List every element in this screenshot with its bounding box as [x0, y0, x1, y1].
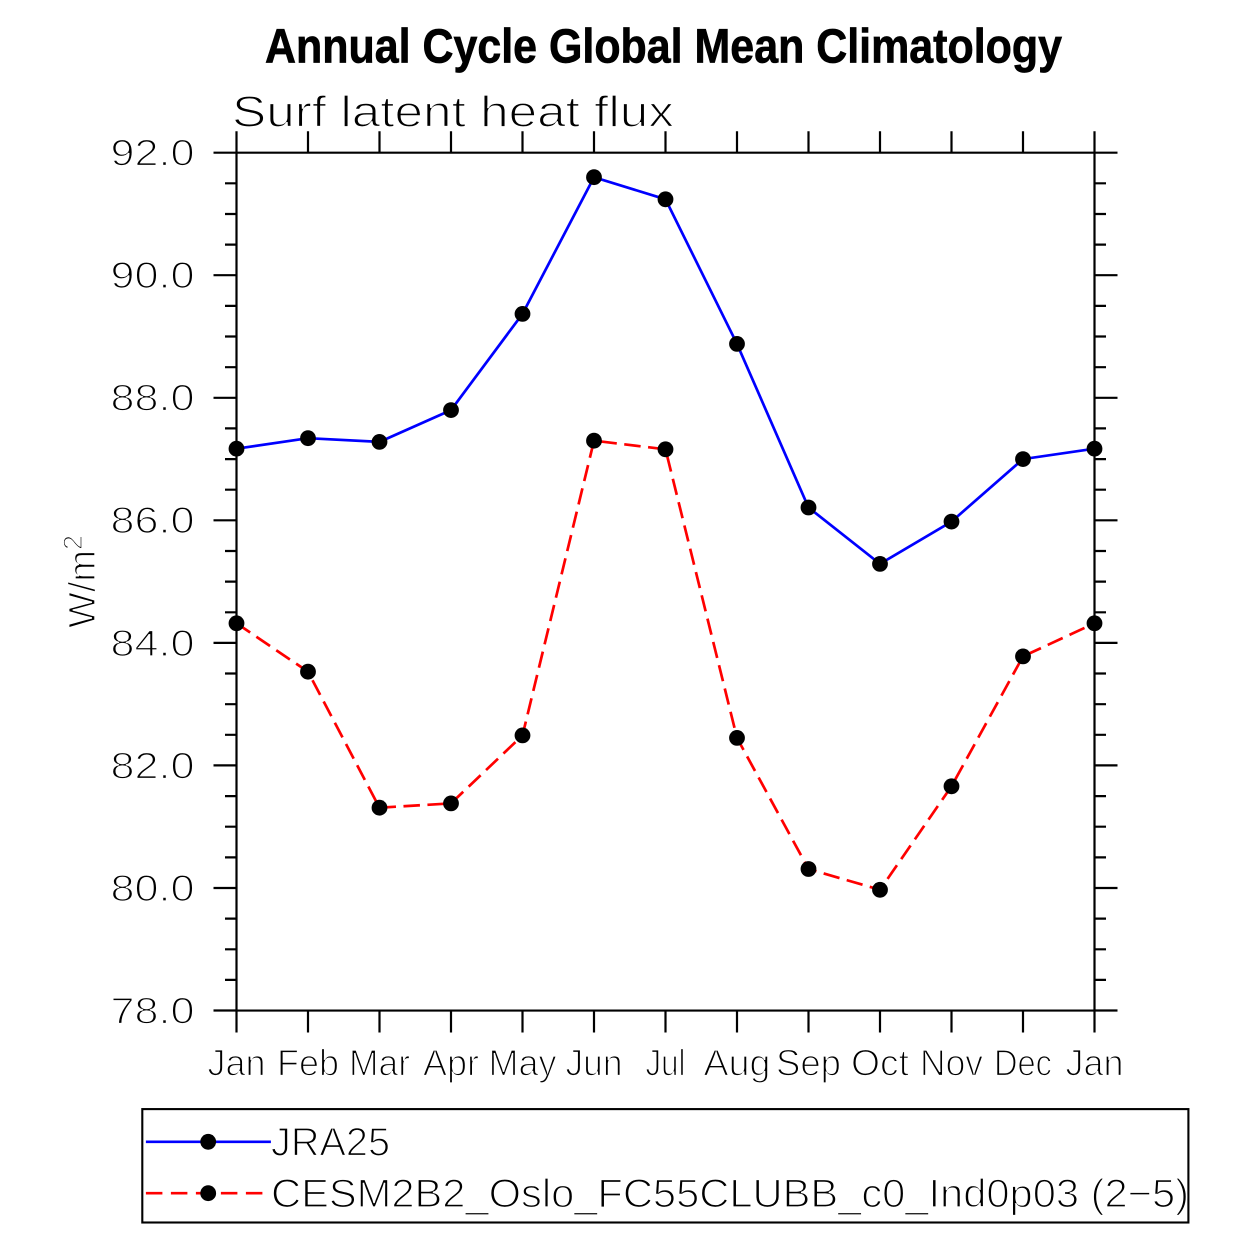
svg-text:82.0: 82.0 [111, 744, 195, 786]
svg-text:92.0: 92.0 [111, 132, 195, 174]
svg-text:Jun: Jun [566, 1043, 623, 1084]
svg-text:Nov: Nov [920, 1043, 983, 1084]
svg-text:Mar: Mar [349, 1043, 410, 1084]
svg-text:Apr: Apr [423, 1043, 479, 1084]
svg-text:Surf latent heat flux: Surf latent heat flux [232, 88, 674, 137]
svg-text:Annual Cycle Global Mean Clima: Annual Cycle Global Mean Climatology [265, 21, 1062, 74]
svg-text:88.0: 88.0 [111, 377, 195, 419]
svg-text:Oct: Oct [851, 1043, 910, 1084]
svg-text:86.0: 86.0 [111, 499, 195, 541]
svg-text:Feb: Feb [277, 1043, 339, 1084]
svg-text:Jul: Jul [646, 1043, 686, 1084]
svg-text:Dec: Dec [994, 1043, 1052, 1084]
svg-text:90.0: 90.0 [111, 254, 195, 296]
svg-text:78.0: 78.0 [111, 989, 195, 1031]
svg-text:84.0: 84.0 [111, 622, 195, 664]
svg-text:W/m2: W/m2 [58, 535, 104, 628]
svg-text:80.0: 80.0 [111, 867, 195, 909]
svg-text:JRA25: JRA25 [271, 1121, 390, 1165]
svg-text:CESM2B2_Oslo_FC55CLUBB_c0_Ind0: CESM2B2_Oslo_FC55CLUBB_c0_Ind0p03 (2−5) [271, 1172, 1189, 1216]
svg-text:Sep: Sep [776, 1043, 841, 1084]
svg-text:Jan: Jan [1066, 1043, 1124, 1084]
svg-text:Jan: Jan [208, 1043, 266, 1084]
svg-text:May: May [489, 1043, 557, 1084]
svg-text:Aug: Aug [704, 1043, 771, 1084]
